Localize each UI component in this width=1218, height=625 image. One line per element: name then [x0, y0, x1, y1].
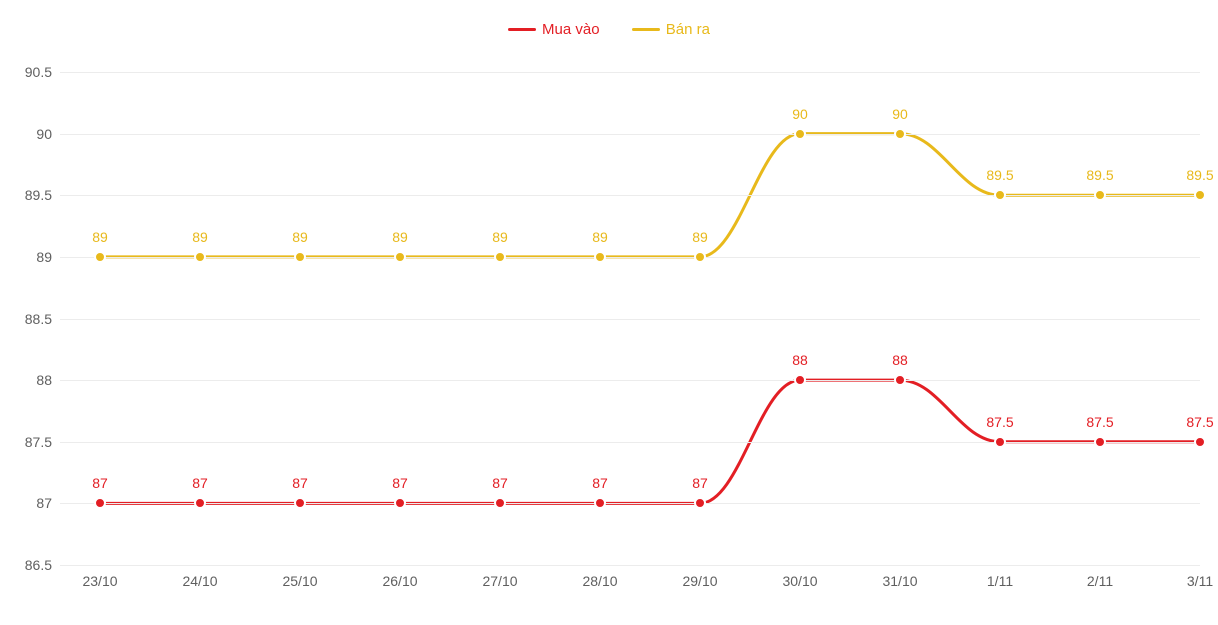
- value-label-mua_vao: 87: [692, 475, 708, 497]
- gridline: [60, 380, 1200, 381]
- data-point-mua_vao[interactable]: [194, 497, 206, 509]
- data-point-ban_ra[interactable]: [94, 251, 106, 263]
- y-axis-label: 88: [36, 372, 60, 388]
- data-point-mua_vao[interactable]: [694, 497, 706, 509]
- gridline: [60, 257, 1200, 258]
- value-label-ban_ra: 89: [192, 229, 208, 251]
- value-label-mua_vao: 87: [192, 475, 208, 497]
- y-axis-label: 90: [36, 126, 60, 142]
- data-point-ban_ra[interactable]: [294, 251, 306, 263]
- y-axis-label: 86.5: [25, 557, 60, 573]
- legend-label-ban-ra: Bán ra: [666, 21, 710, 38]
- gridline: [60, 72, 1200, 73]
- legend-label-mua-vao: Mua vào: [542, 21, 600, 38]
- value-label-ban_ra: 89: [592, 229, 608, 251]
- legend-item-ban-ra[interactable]: Bán ra: [632, 21, 710, 38]
- value-label-ban_ra: 89: [92, 229, 108, 251]
- y-axis-label: 89: [36, 249, 60, 265]
- value-label-ban_ra: 89.5: [1086, 167, 1113, 189]
- data-point-mua_vao[interactable]: [394, 497, 406, 509]
- value-label-mua_vao: 87: [392, 475, 408, 497]
- x-axis-label: 27/10: [482, 565, 517, 589]
- value-label-ban_ra: 89: [492, 229, 508, 251]
- data-point-mua_vao[interactable]: [294, 497, 306, 509]
- data-point-mua_vao[interactable]: [1194, 436, 1206, 448]
- value-label-ban_ra: 89: [292, 229, 308, 251]
- data-point-mua_vao[interactable]: [1094, 436, 1106, 448]
- value-label-ban_ra: 89: [692, 229, 708, 251]
- gridline: [60, 442, 1200, 443]
- value-label-mua_vao: 87: [92, 475, 108, 497]
- value-label-ban_ra: 89: [392, 229, 408, 251]
- value-label-mua_vao: 88: [792, 352, 808, 374]
- x-axis-label: 23/10: [82, 565, 117, 589]
- value-label-ban_ra: 89.5: [1186, 167, 1213, 189]
- value-label-mua_vao: 87: [592, 475, 608, 497]
- data-point-mua_vao[interactable]: [794, 374, 806, 386]
- data-point-ban_ra[interactable]: [1094, 189, 1106, 201]
- data-point-ban_ra[interactable]: [594, 251, 606, 263]
- x-axis-label: 25/10: [282, 565, 317, 589]
- value-label-mua_vao: 88: [892, 352, 908, 374]
- x-axis-label: 1/11: [987, 565, 1013, 589]
- x-axis-label: 28/10: [582, 565, 617, 589]
- data-point-ban_ra[interactable]: [494, 251, 506, 263]
- data-point-ban_ra[interactable]: [794, 128, 806, 140]
- y-axis-label: 88.5: [25, 311, 60, 327]
- value-label-mua_vao: 87.5: [1186, 414, 1213, 436]
- legend-swatch-mua-vao: [508, 28, 536, 31]
- y-axis-label: 90.5: [25, 64, 60, 80]
- data-point-mua_vao[interactable]: [94, 497, 106, 509]
- value-label-mua_vao: 87: [292, 475, 308, 497]
- data-point-ban_ra[interactable]: [694, 251, 706, 263]
- legend: Mua vào Bán ra: [0, 18, 1218, 38]
- value-label-ban_ra: 90: [792, 106, 808, 128]
- value-label-mua_vao: 87: [492, 475, 508, 497]
- data-point-mua_vao[interactable]: [994, 436, 1006, 448]
- x-axis-label: 30/10: [782, 565, 817, 589]
- data-point-ban_ra[interactable]: [894, 128, 906, 140]
- y-axis-label: 87: [36, 495, 60, 511]
- value-label-mua_vao: 87.5: [986, 414, 1013, 436]
- x-axis-label: 24/10: [182, 565, 217, 589]
- data-point-ban_ra[interactable]: [1194, 189, 1206, 201]
- y-axis-label: 87.5: [25, 434, 60, 450]
- gridline: [60, 565, 1200, 566]
- legend-swatch-ban-ra: [632, 28, 660, 31]
- gridline: [60, 319, 1200, 320]
- data-point-mua_vao[interactable]: [594, 497, 606, 509]
- gridline: [60, 195, 1200, 196]
- data-point-ban_ra[interactable]: [194, 251, 206, 263]
- x-axis-label: 3/11: [1187, 565, 1213, 589]
- gridline: [60, 503, 1200, 504]
- data-point-mua_vao[interactable]: [894, 374, 906, 386]
- value-label-ban_ra: 90: [892, 106, 908, 128]
- legend-item-mua-vao[interactable]: Mua vào: [508, 21, 600, 38]
- x-axis-label: 2/11: [1087, 565, 1113, 589]
- x-axis-label: 29/10: [682, 565, 717, 589]
- data-point-ban_ra[interactable]: [994, 189, 1006, 201]
- value-label-mua_vao: 87.5: [1086, 414, 1113, 436]
- data-point-ban_ra[interactable]: [394, 251, 406, 263]
- data-point-mua_vao[interactable]: [494, 497, 506, 509]
- x-axis-label: 26/10: [382, 565, 417, 589]
- y-axis-label: 89.5: [25, 187, 60, 203]
- gridline: [60, 134, 1200, 135]
- x-axis-label: 31/10: [882, 565, 917, 589]
- line-chart: Mua vào Bán ra 86.5 87 87.5 88 88.5 89 89.5 90 9…: [0, 0, 1218, 625]
- plot-area: 86.58787.58888.58989.59090.523/1024/1025…: [60, 72, 1200, 565]
- value-label-ban_ra: 89.5: [986, 167, 1013, 189]
